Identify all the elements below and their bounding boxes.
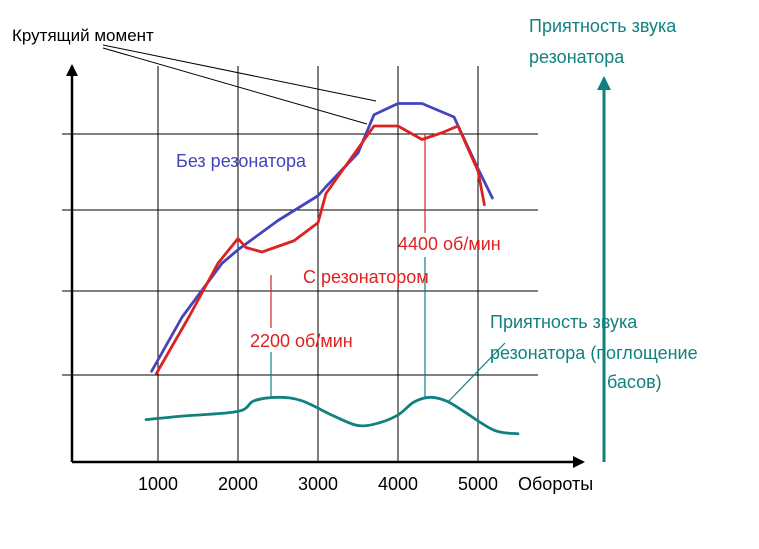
annotation-2200: 2200 об/мин <box>250 331 353 351</box>
series-line-pleasantness <box>144 395 520 436</box>
x-axis-label: Обороты <box>518 474 593 494</box>
axes <box>66 64 611 468</box>
series-layer <box>144 102 520 436</box>
series-label-no-resonator: Без резонатора <box>176 151 307 171</box>
x-tick-label-4000: 4000 <box>378 474 418 494</box>
pleasant-label-leader <box>447 342 506 403</box>
ylabel-leader-2 <box>102 47 368 125</box>
x-tick-label-5000: 5000 <box>458 474 498 494</box>
pleasantness-label-line3: басов) <box>607 372 662 392</box>
ylabel-leader-1 <box>102 44 377 102</box>
x-tick-label-3000: 3000 <box>298 474 338 494</box>
annotation-4400: 4400 об/мин <box>398 234 501 254</box>
x-tick-label-2000: 2000 <box>218 474 258 494</box>
pleasantness-label-line2: резонатора (поглощение <box>490 343 698 363</box>
x-tick-label-1000: 1000 <box>138 474 178 494</box>
y-axis-label: Крутящий момент <box>12 26 154 45</box>
x-tick-labels: 1000 2000 3000 4000 5000 <box>138 474 498 494</box>
series-line-with-resonator <box>155 124 486 375</box>
pleasantness-label-line1: Приятность звука <box>490 312 638 332</box>
series-label-with-resonator: С резонатором <box>303 267 429 287</box>
leader-lines <box>102 44 506 403</box>
right-axis-label-line1: Приятность звука <box>529 16 677 36</box>
grid <box>62 66 538 462</box>
right-axis-label-line2: резонатора <box>529 47 625 67</box>
